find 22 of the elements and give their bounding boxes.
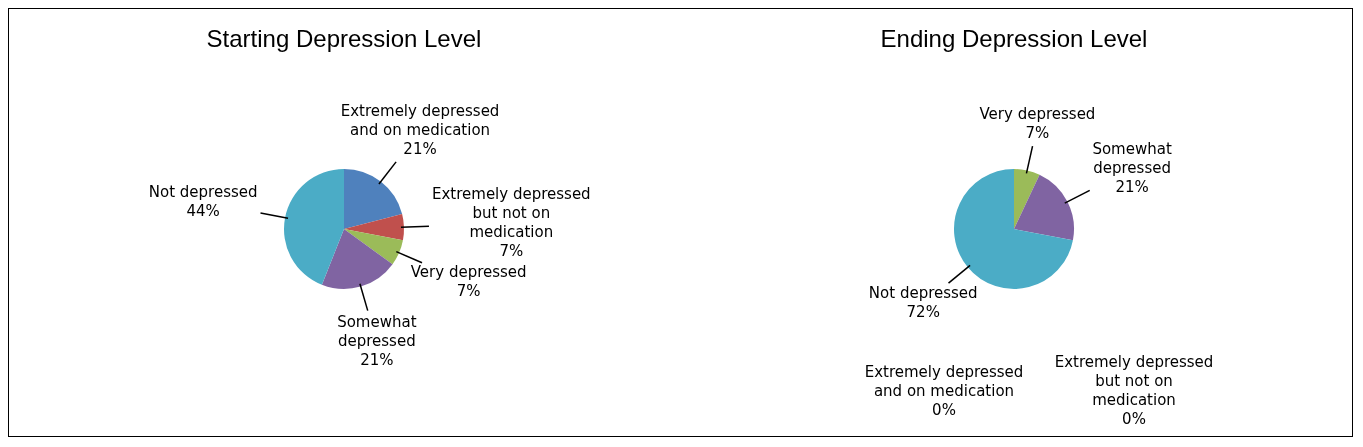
slice-label: Not depressed xyxy=(148,182,258,201)
chart-title: Ending Depression Level xyxy=(879,25,1149,53)
data-label: 72% xyxy=(906,303,940,322)
slice-label: Very depressed xyxy=(410,263,527,282)
chart-title: Starting Depression Level xyxy=(205,25,483,53)
data-label: 21% xyxy=(403,139,437,158)
text: 0% xyxy=(932,400,956,419)
data-label: 44% xyxy=(186,201,220,220)
slice-label: Somewhat depressed xyxy=(337,312,417,350)
slice-label: Somewhat depressed xyxy=(1092,139,1172,177)
data-label: 7% xyxy=(456,282,481,301)
data-label: 7% xyxy=(1025,123,1050,142)
category-label: Extremely depressed and on medication xyxy=(864,362,1024,400)
slice-label: Not depressed xyxy=(868,284,978,303)
data-label: 21% xyxy=(1115,177,1149,196)
slice-label: Extremely depressed and on medication xyxy=(340,101,500,139)
data-label: 7% xyxy=(499,242,524,261)
category-label: Extremely depressed but not on medication xyxy=(1054,353,1214,410)
slice-label: Very depressed xyxy=(979,104,1096,123)
text: 0% xyxy=(1122,410,1146,429)
slice-label: Extremely depressed but not on medication xyxy=(431,185,591,242)
data-label: 21% xyxy=(360,350,394,369)
